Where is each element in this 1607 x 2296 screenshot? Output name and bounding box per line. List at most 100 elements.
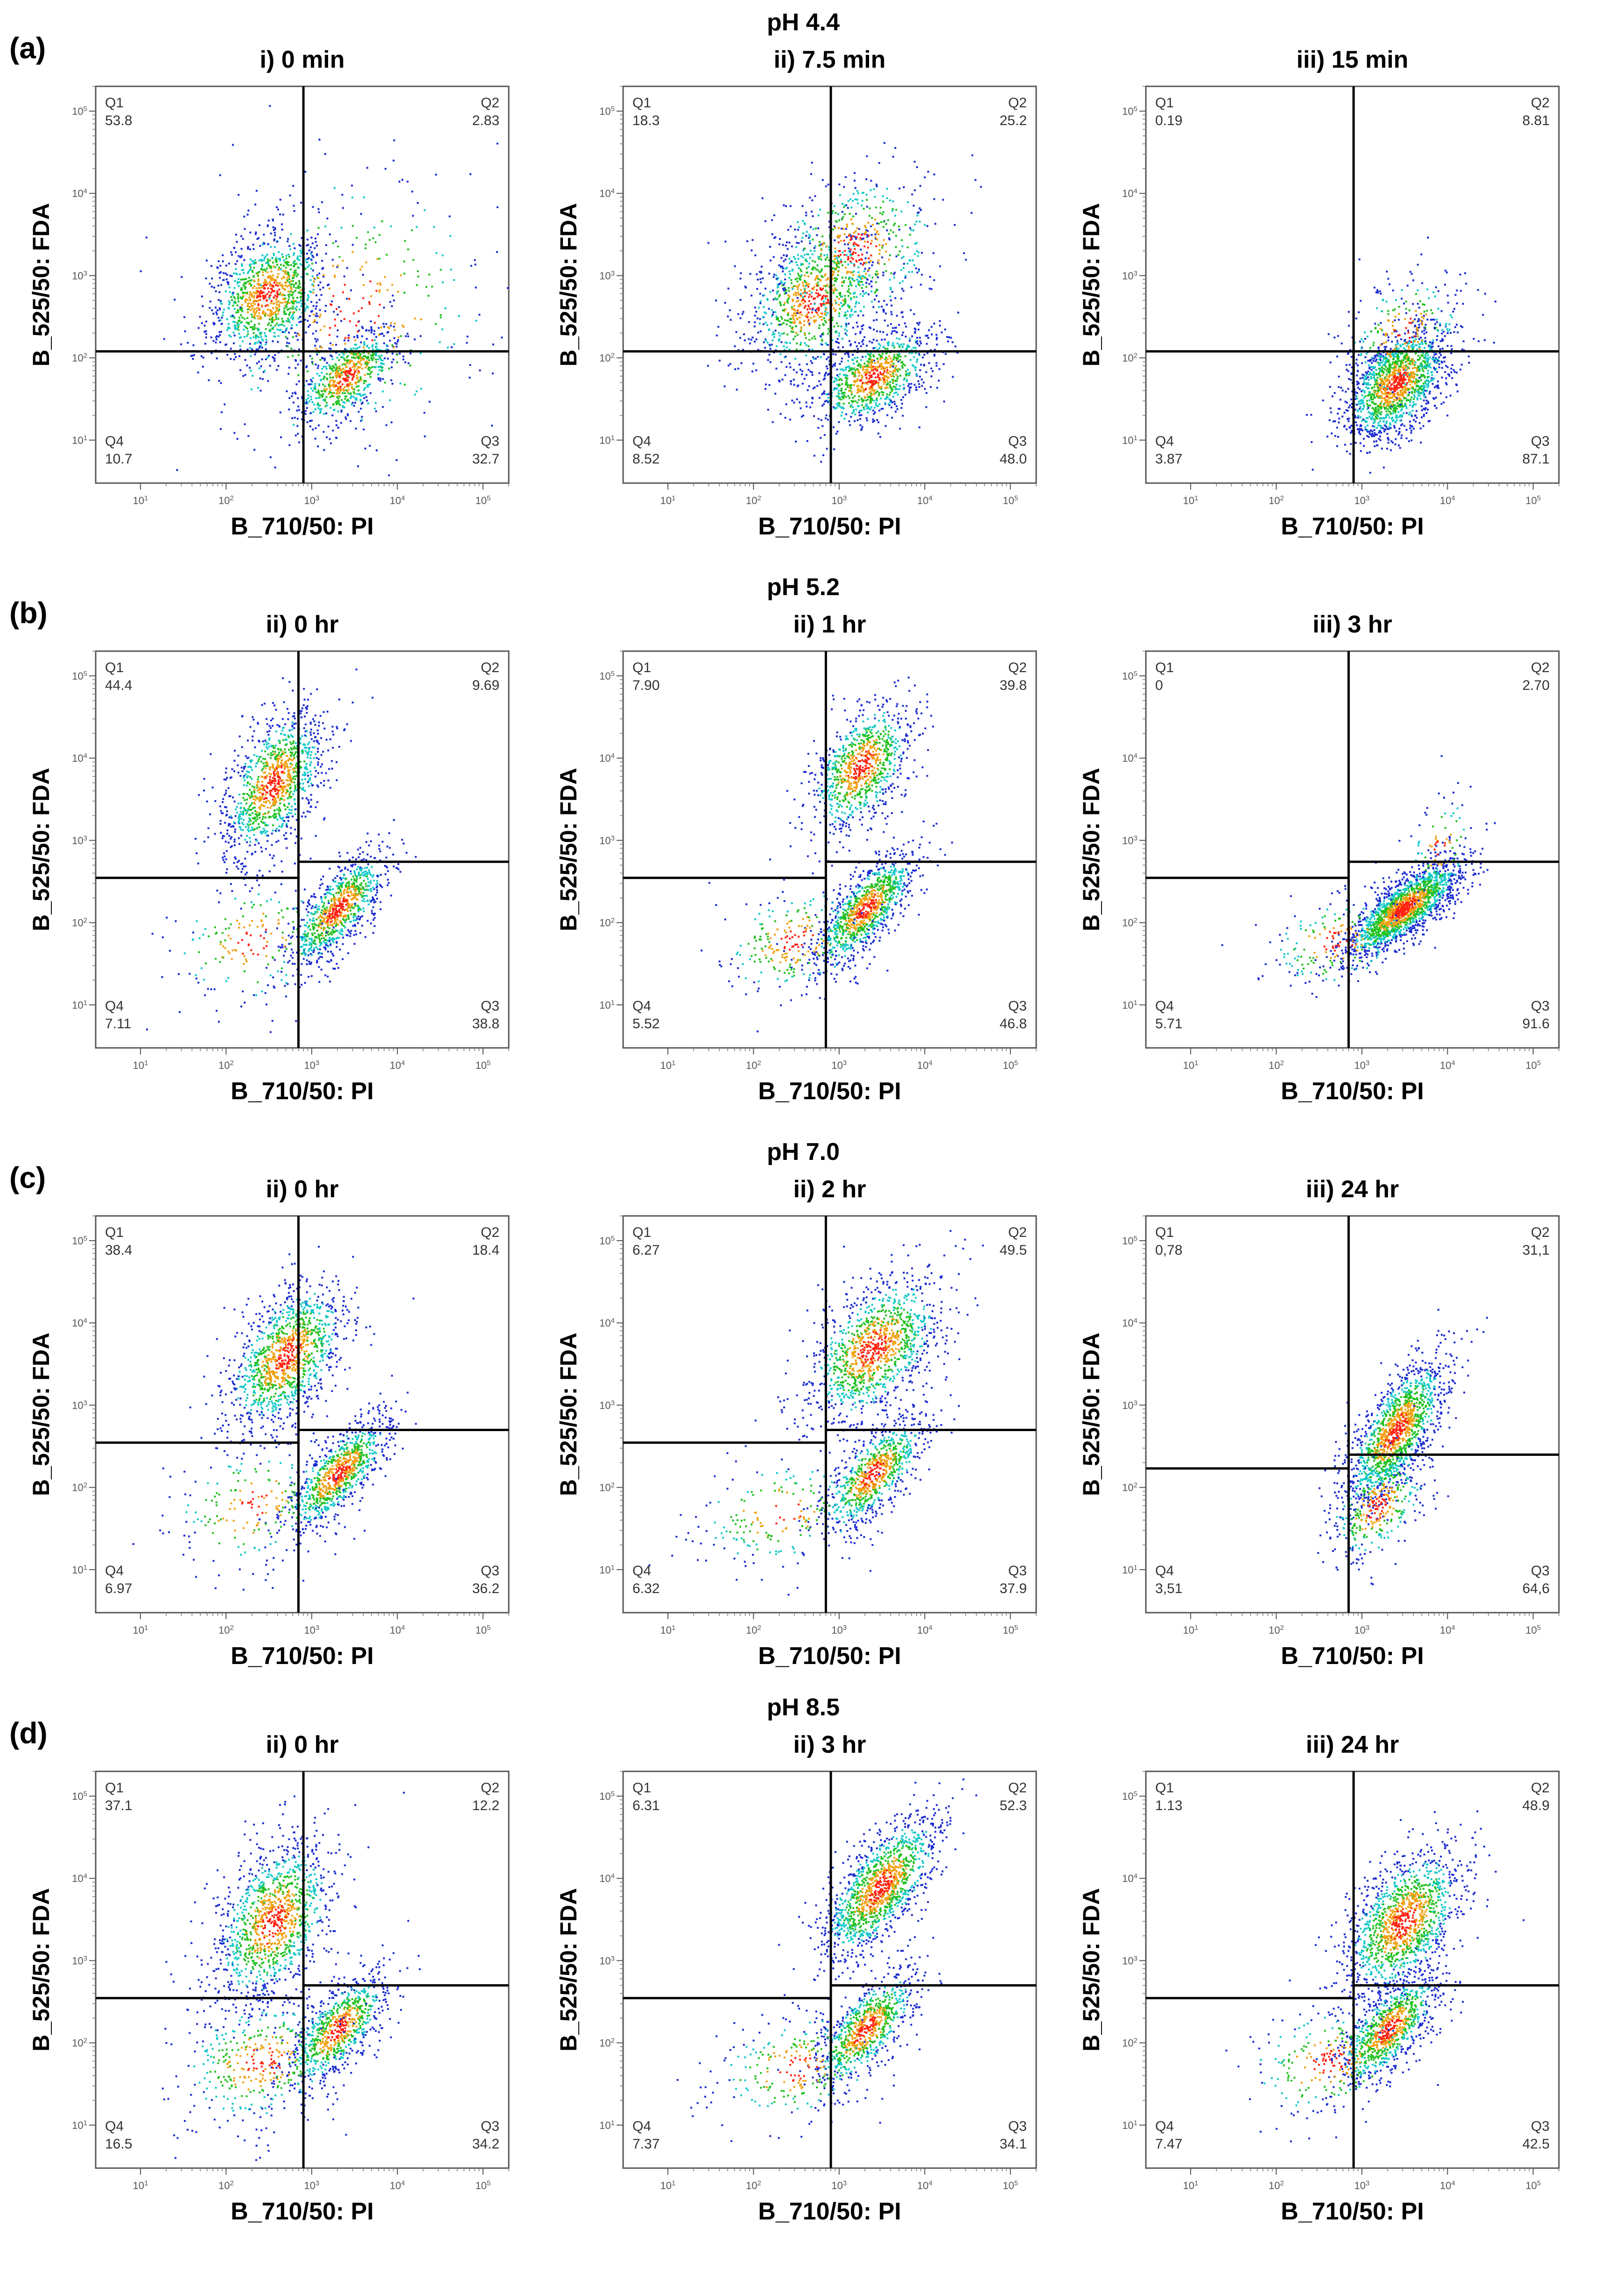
scatter-point xyxy=(253,292,254,294)
scatter-point xyxy=(285,267,287,269)
scatter-point xyxy=(296,302,298,303)
scatter-point xyxy=(267,271,268,273)
scatter-point xyxy=(253,263,254,265)
scatter-point xyxy=(259,347,260,349)
scatter-point xyxy=(310,246,312,248)
scatter-point xyxy=(317,445,319,447)
scatter-point xyxy=(257,283,259,285)
scatter-point xyxy=(258,280,260,282)
scatter-point xyxy=(275,314,277,316)
scatter-point xyxy=(295,360,297,362)
scatter-point xyxy=(363,341,365,343)
scatter-point xyxy=(239,319,240,321)
scatter-point xyxy=(272,307,274,309)
scatter-point xyxy=(232,305,234,307)
scatter-point xyxy=(278,310,280,312)
scatter-point xyxy=(363,355,365,357)
scatter-point xyxy=(280,199,281,201)
scatter-point xyxy=(278,288,280,290)
scatter-point xyxy=(239,369,241,371)
scatter-point xyxy=(229,275,231,277)
scatter-point xyxy=(322,287,324,288)
scatter-point xyxy=(277,273,279,275)
scatter-point xyxy=(262,340,264,342)
scatter-point xyxy=(312,377,314,379)
scatter-point xyxy=(218,317,219,319)
scatter-point xyxy=(201,322,203,324)
scatter-point xyxy=(360,342,362,344)
scatter-point xyxy=(241,304,243,306)
scatter-point xyxy=(255,232,257,233)
scatter-point xyxy=(285,258,287,260)
scatter-point xyxy=(267,260,269,262)
scatter-point xyxy=(357,337,358,338)
scatter-point xyxy=(265,358,267,360)
scatter-point xyxy=(274,239,275,240)
scatter-point xyxy=(296,306,298,308)
scatter-point xyxy=(236,312,238,314)
scatter-point xyxy=(307,307,309,309)
scatter-point xyxy=(266,342,267,344)
scatter-point xyxy=(405,335,407,337)
scatter-point xyxy=(261,264,263,266)
scatter-point xyxy=(286,273,288,275)
scatter-point xyxy=(226,274,228,276)
scatter-point xyxy=(275,307,277,309)
scatter-point xyxy=(267,380,269,382)
scatter-point xyxy=(265,295,267,296)
scatter-point xyxy=(247,299,249,301)
scatter-point xyxy=(269,281,271,283)
scatter-point xyxy=(301,253,302,254)
scatter-point xyxy=(260,342,261,344)
scatter-point xyxy=(263,296,265,298)
scatter-point xyxy=(233,358,235,360)
scatter-point xyxy=(359,400,361,401)
scatter-point xyxy=(329,233,331,235)
scatter-point xyxy=(247,311,249,313)
scatter-point xyxy=(274,324,276,326)
scatter-point xyxy=(357,335,358,337)
scatter-point xyxy=(281,324,283,326)
scatter-point xyxy=(218,299,220,301)
scatter-point xyxy=(312,333,314,335)
scatter-point xyxy=(384,358,386,359)
scatter-point xyxy=(262,271,264,273)
scatter-point xyxy=(246,281,247,283)
scatter-point xyxy=(271,300,273,302)
scatter-point xyxy=(204,331,205,333)
scatter-point xyxy=(197,372,199,373)
scatter-point xyxy=(287,240,288,242)
scatter-point xyxy=(298,280,300,282)
scatter-point xyxy=(290,264,292,266)
scatter-point xyxy=(255,262,257,264)
scatter-point xyxy=(279,324,281,326)
scatter-point xyxy=(295,435,297,436)
scatter-point xyxy=(273,303,274,305)
scatter-point xyxy=(283,288,285,290)
scatter-point xyxy=(213,287,215,288)
scatter-point xyxy=(286,342,288,344)
scatter-point xyxy=(318,273,320,274)
scatter-point xyxy=(190,355,192,357)
scatter-point xyxy=(282,256,284,258)
scatter-point xyxy=(267,259,269,260)
scatter-point xyxy=(270,456,272,458)
scatter-point xyxy=(292,306,294,308)
scatter-point xyxy=(258,300,260,302)
scatter-point xyxy=(279,260,281,261)
scatter-point xyxy=(310,301,312,303)
scatter-point xyxy=(247,281,249,282)
scatter-point xyxy=(288,299,289,301)
scatter-point xyxy=(225,344,227,345)
scatter-point xyxy=(282,294,284,295)
scatter-point xyxy=(290,268,292,270)
scatter-point xyxy=(274,332,275,334)
scatter-point xyxy=(247,271,249,273)
scatter-point xyxy=(265,348,267,350)
scatter-point xyxy=(288,256,290,258)
row-title: pH 7.0 xyxy=(767,1138,840,1166)
scatter-point xyxy=(240,235,242,237)
scatter-point xyxy=(235,251,237,253)
scatter-point xyxy=(226,354,228,356)
scatter-point xyxy=(226,329,228,331)
